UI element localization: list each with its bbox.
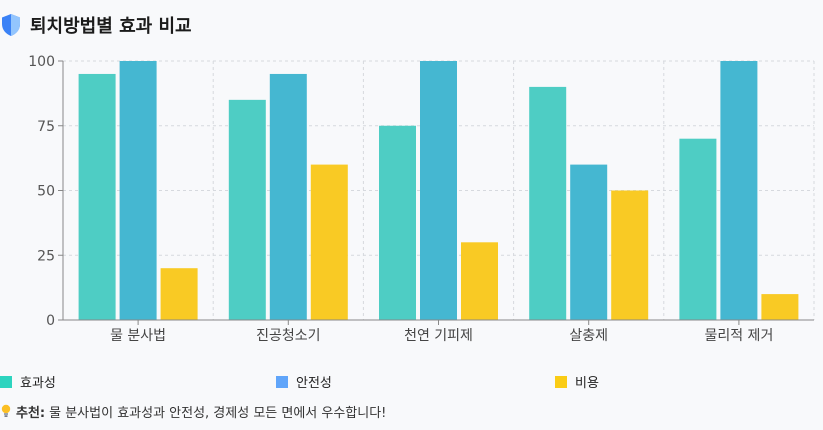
recommendation-note: 추천: 물 분사법이 효과성과 안전성, 경제성 모든 면에서 우수합니다!: [0, 402, 387, 421]
legend-swatch: [555, 375, 567, 388]
bar: [269, 73, 307, 320]
legend-swatch: [276, 375, 288, 388]
x-tick-label: 살충제: [569, 328, 608, 344]
bar: [160, 268, 198, 320]
bar: [310, 164, 348, 320]
bar: [119, 61, 157, 320]
lightbulb-icon: [1, 404, 11, 417]
legend-item-effectiveness: 효과성: [0, 372, 56, 391]
bar: [379, 125, 416, 320]
shield-icon: [2, 14, 20, 36]
recommendation-text: 물 분사법이 효과성과 안전성, 경제성 모든 면에서 우수합니다!: [49, 405, 387, 421]
y-tick-label: 50: [37, 184, 55, 200]
legend-item-safety: 안전성: [276, 372, 332, 391]
x-tick-label: 천연 기피제: [404, 328, 473, 344]
bar: [679, 138, 717, 320]
recommendation-label: 추천:: [16, 405, 46, 421]
y-tick-label: 100: [28, 54, 55, 70]
bar: [720, 61, 758, 320]
y-tick-label: 0: [46, 313, 55, 329]
y-tick-label: 25: [37, 248, 55, 264]
legend-label: 안전성: [296, 376, 332, 391]
x-tick-label: 물리적 제거: [704, 328, 773, 344]
page-title: 퇴치방법별 효과 비교: [30, 16, 192, 37]
x-tick-label: 물 분사법: [110, 328, 166, 344]
x-tick-label: 진공청소기: [256, 328, 320, 344]
bar: [228, 99, 266, 320]
bar: [570, 164, 608, 320]
chart-header: 퇴치방법별 효과 비교: [0, 10, 192, 40]
bar: [461, 242, 498, 320]
legend-swatch: [0, 375, 12, 388]
legend-item-cost: 비용: [555, 372, 599, 391]
bar-chart: 0 25 50 75 100 물 분사법 진공청소기 천연 기피제 살충제 물리적 제거: [28, 54, 815, 344]
legend-label: 효과성: [20, 376, 56, 391]
bar: [78, 73, 116, 320]
bar: [529, 86, 567, 321]
chart-legend: 효과성 안전성 비용: [0, 372, 823, 392]
bar: [420, 61, 457, 320]
y-tick-label: 75: [37, 119, 55, 135]
bar: [761, 294, 799, 320]
legend-label: 비용: [575, 376, 599, 391]
bar: [611, 190, 649, 320]
